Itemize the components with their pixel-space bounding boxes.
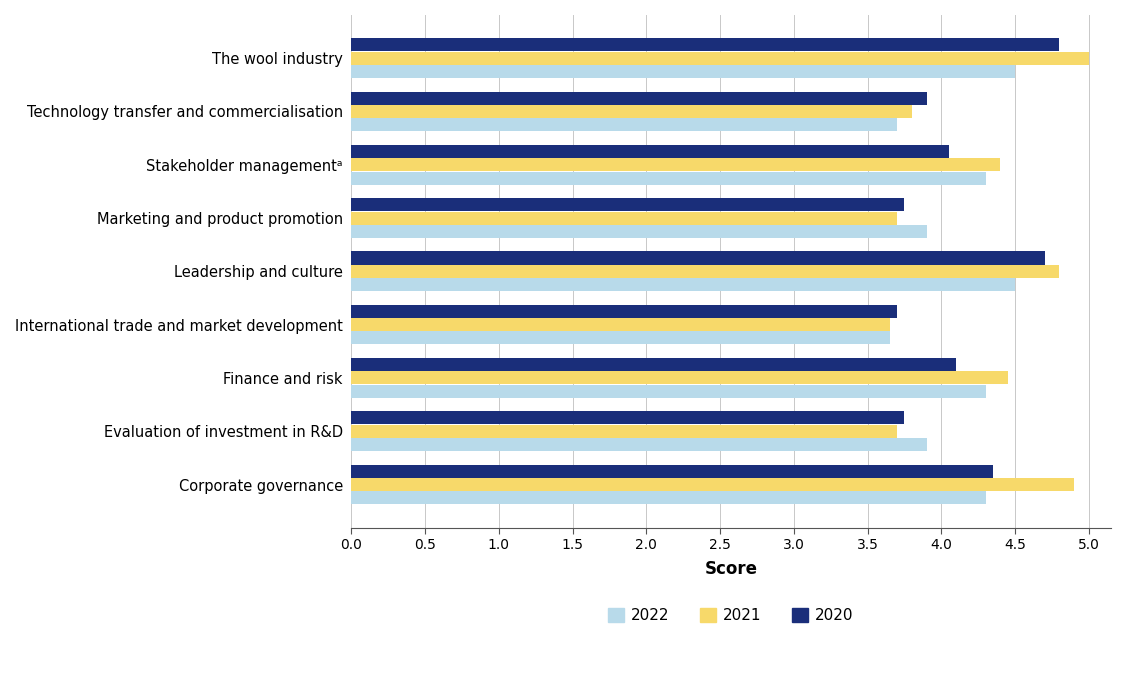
X-axis label: Score: Score bbox=[705, 560, 758, 578]
Bar bbox=[351, 385, 985, 398]
Bar bbox=[351, 171, 985, 184]
Bar bbox=[351, 251, 1045, 264]
Bar bbox=[351, 411, 904, 425]
Bar bbox=[351, 425, 897, 438]
Bar bbox=[351, 105, 912, 118]
Bar bbox=[351, 438, 927, 451]
Bar bbox=[351, 158, 1000, 171]
Bar bbox=[351, 198, 904, 212]
Bar bbox=[351, 305, 897, 318]
Bar bbox=[351, 478, 1074, 491]
Bar bbox=[351, 65, 1016, 78]
Bar bbox=[351, 225, 927, 238]
Bar bbox=[351, 92, 927, 104]
Bar bbox=[351, 38, 1060, 52]
Bar bbox=[351, 491, 985, 505]
Bar bbox=[351, 465, 993, 477]
Bar bbox=[351, 358, 956, 371]
Bar bbox=[351, 278, 1016, 291]
Bar bbox=[351, 372, 1008, 384]
Bar bbox=[351, 331, 890, 345]
Legend: 2022, 2021, 2020: 2022, 2021, 2020 bbox=[602, 602, 860, 629]
Bar bbox=[351, 212, 897, 225]
Bar bbox=[351, 118, 897, 132]
Bar bbox=[351, 318, 890, 331]
Bar bbox=[351, 264, 1060, 278]
Bar bbox=[351, 52, 1089, 65]
Bar bbox=[351, 145, 949, 158]
